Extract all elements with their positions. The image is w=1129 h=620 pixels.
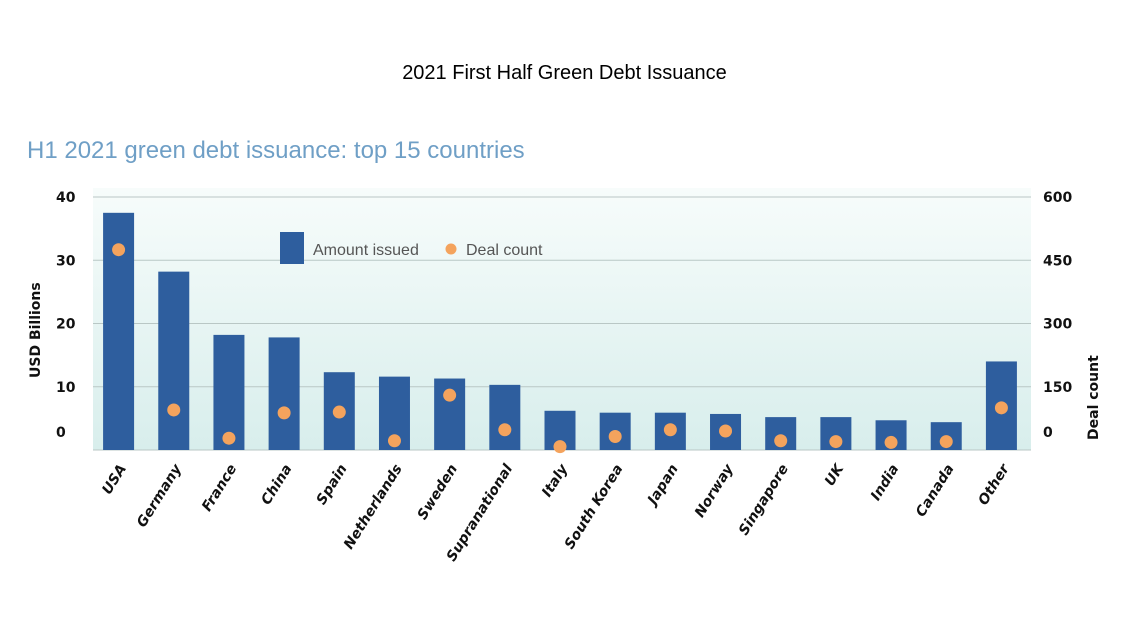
legend-deal-swatch <box>445 243 457 255</box>
deal-count-point <box>553 440 567 454</box>
deal-count-point <box>663 423 677 437</box>
x-tick-label: Singapore <box>736 462 792 539</box>
page-title: 2021 First Half Green Debt Issuance <box>402 62 727 84</box>
deal-count-point <box>167 403 181 417</box>
legend-amount-label: Amount issued <box>313 242 419 259</box>
x-tick-label: Canada <box>913 462 958 520</box>
y-tick-right: 450 <box>1043 253 1072 269</box>
x-tick-label: Germany <box>134 461 186 530</box>
y-tick-right: 600 <box>1043 190 1072 206</box>
x-tick-label: France <box>199 462 240 515</box>
x-tick-label: UK <box>822 461 848 489</box>
deal-count-point <box>387 434 401 448</box>
legend-deal-label: Deal count <box>466 242 543 259</box>
plot-background <box>93 188 1031 450</box>
deal-count-point <box>774 434 788 448</box>
x-tick-label: South Korea <box>562 462 627 553</box>
deal-count-point <box>719 424 733 438</box>
bar <box>268 337 300 450</box>
y-tick-left: 10 <box>56 380 76 396</box>
deal-count-point <box>939 435 953 449</box>
y-tick-left: 30 <box>56 253 76 269</box>
legend: Amount issued Deal count <box>280 232 543 264</box>
y-tick-left: 20 <box>56 317 76 333</box>
x-tick-label: Italy <box>539 461 572 500</box>
x-tick-label: USA <box>99 462 130 498</box>
y-tick-left: 0 <box>56 425 66 441</box>
deal-count-point <box>222 431 236 445</box>
deal-count-point <box>277 406 291 420</box>
x-tick-label: Spain <box>314 462 351 508</box>
y-axis-left-label: USD Billions <box>28 282 44 378</box>
deal-count-point <box>608 430 622 444</box>
deal-count-point <box>884 435 898 449</box>
x-tick-label: India <box>868 462 902 504</box>
legend-amount-swatch <box>280 232 304 264</box>
deal-count-point <box>443 388 457 402</box>
x-tick-label: Sweden <box>415 462 461 523</box>
x-tick-label: Other <box>975 461 1013 509</box>
bar <box>213 334 245 450</box>
bar <box>489 384 521 450</box>
y-tick-left: 40 <box>56 190 76 206</box>
deal-count-point <box>332 405 346 419</box>
y-tick-right: 0 <box>1043 425 1053 441</box>
deal-count-point <box>829 435 843 449</box>
y-axis-right-label: Deal count <box>1086 355 1102 440</box>
deal-count-point <box>112 243 126 257</box>
deal-count-point <box>994 401 1008 415</box>
x-tick-label: Japan <box>643 462 682 510</box>
x-tick-label: Netherlands <box>341 462 406 553</box>
bar <box>158 271 190 450</box>
x-tick-label: China <box>258 462 295 508</box>
chart-subtitle: H1 2021 green debt issuance: top 15 coun… <box>27 137 525 164</box>
y-tick-right: 300 <box>1043 317 1072 333</box>
y-tick-right: 150 <box>1043 380 1072 396</box>
deal-count-point <box>498 423 512 437</box>
x-tick-label: Norway <box>692 461 737 521</box>
